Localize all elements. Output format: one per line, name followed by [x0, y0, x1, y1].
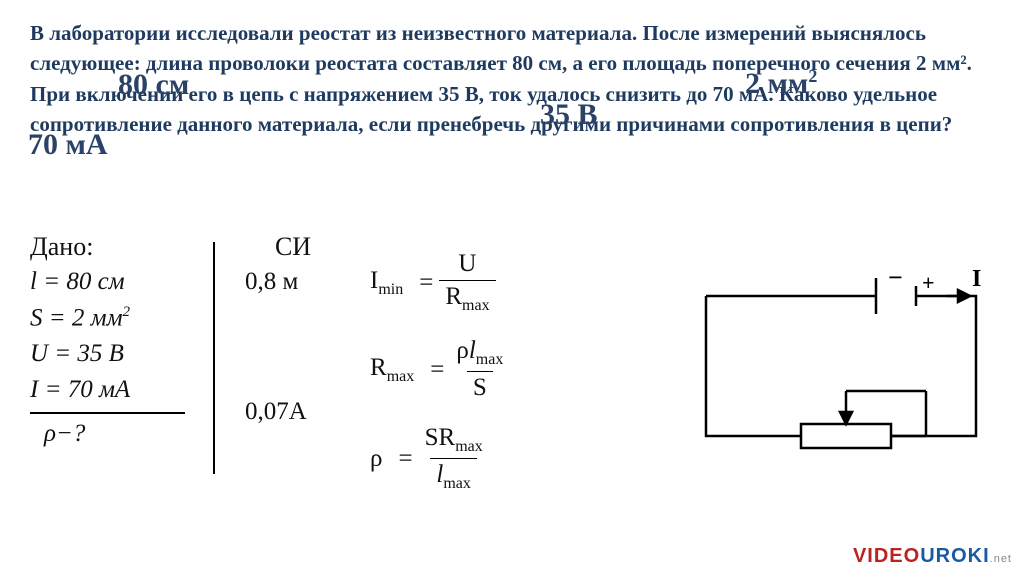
- overlay-voltage: 35 В: [540, 98, 598, 132]
- si-column: СИ 0,8 м 0,07А: [233, 232, 353, 434]
- given-header: Дано:: [30, 232, 195, 262]
- given-I: I = 70 мА: [30, 376, 195, 404]
- find-rho: ρ−?: [30, 420, 195, 448]
- overlay-area: 2 мм2: [745, 66, 817, 101]
- battery-minus-label: −: [888, 263, 903, 292]
- overlay-length: 80 см: [118, 68, 189, 102]
- battery-plus-label: +: [922, 270, 935, 295]
- current-label: I: [972, 266, 981, 292]
- formula-rho: ρ = SRmax lmax: [370, 424, 509, 493]
- divider-line: [30, 412, 185, 414]
- overlay-current: 70 мА: [28, 128, 108, 162]
- given-S: S = 2 мм2: [30, 304, 195, 332]
- given-column: Дано: l = 80 см S = 2 мм2 U = 35 В I = 7…: [30, 232, 195, 448]
- vertical-divider: [213, 242, 215, 474]
- si-I: 0,07А: [233, 398, 353, 426]
- solution-block: Дано: l = 80 см S = 2 мм2 U = 35 В I = 7…: [30, 232, 353, 474]
- formula-Imin: Imin = U Rmax: [370, 250, 509, 315]
- given-l: l = 80 см: [30, 268, 195, 296]
- watermark: VIDEOUROKI.net: [853, 545, 1012, 568]
- circuit-diagram: − + I: [676, 256, 996, 476]
- si-l: 0,8 м: [233, 268, 353, 296]
- formulas-block: Imin = U Rmax Rmax = ρlmax S ρ = SRmax l…: [370, 250, 509, 515]
- formula-Rmax: Rmax = ρlmax S: [370, 337, 509, 402]
- si-header: СИ: [233, 232, 353, 262]
- given-U: U = 35 В: [30, 340, 195, 368]
